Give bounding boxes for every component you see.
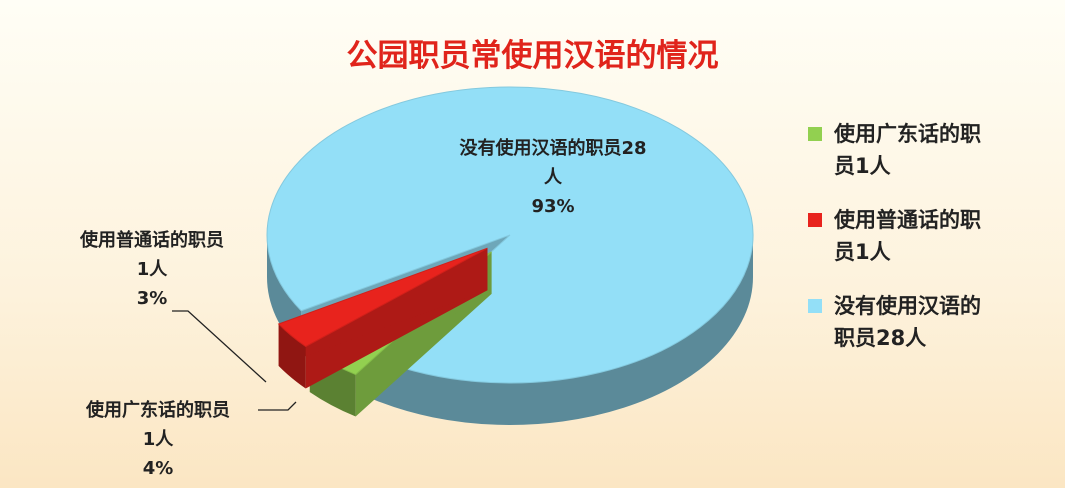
slice [277,247,488,348]
label-text: 没有使用汉语的职员28人 [455,134,651,192]
legend-entry: 使用广东话的职员1人 [808,118,984,182]
pie [266,86,754,425]
label-name: 使用广东话的职员 [86,400,230,421]
data-label: 使用普通话的职员 1人 3% [52,226,252,313]
legend-swatch [808,213,822,227]
label-percent: 4% [142,458,174,479]
data-label: 使用广东话的职员 1人 4% [58,396,258,483]
legend-label: 使用普通话的职员1人 [834,208,981,264]
legend: 使用广东话的职员1人 使用普通话的职员1人 没有使用汉语的职员28人 [808,118,1008,376]
slice-side [374,235,753,425]
legend-swatch [808,127,822,141]
legend-entry: 没有使用汉语的职员28人 [808,290,984,354]
legend-label: 没有使用汉语的职员28人 [834,294,981,350]
label-count: 1人 [136,259,168,280]
label-percent: 93% [531,196,575,217]
legend-entry: 使用普通话的职员1人 [808,204,984,268]
chart-title: 公园职员常使用汉语的情况 [346,38,719,74]
label-count: 28人 [544,138,647,188]
label-count: 1人 [142,429,174,450]
label-name: 使用普通话的职员 [80,230,224,251]
slice-wall [278,248,488,367]
label-percent: 3% [136,288,168,309]
leader-line [172,310,267,383]
data-label: 没有使用汉语的职员28人 93% [455,134,651,221]
label-name: 没有使用汉语的职员 [459,138,622,159]
slice-side [278,324,306,389]
leader-line [258,401,297,411]
slice [266,86,754,384]
legend-swatch [808,299,822,313]
legend-label: 使用广东话的职员1人 [834,122,981,178]
